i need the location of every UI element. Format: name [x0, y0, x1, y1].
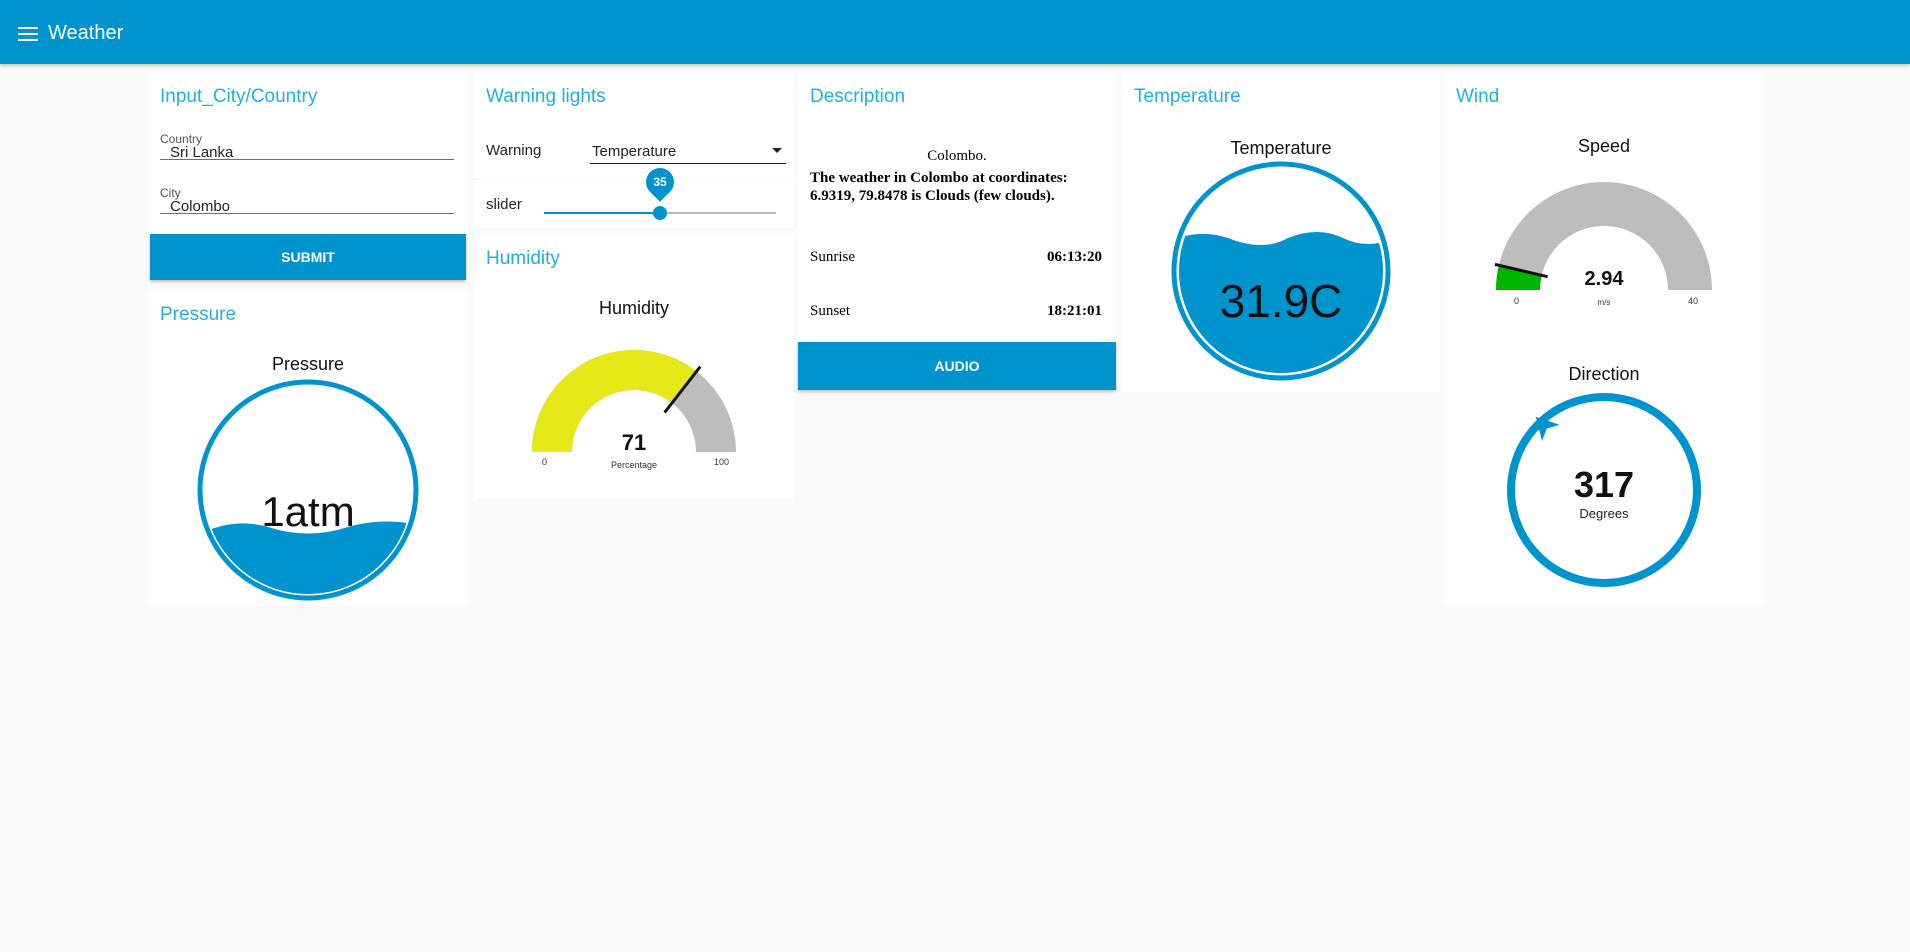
humidity-value: 71: [621, 430, 647, 455]
app-title: Weather: [48, 22, 124, 44]
country-field[interactable]: Country Sri Lanka: [160, 132, 454, 161]
direction-marker-icon: [1535, 416, 1560, 442]
speed-gauge-title: Speed: [1577, 136, 1631, 156]
sunrise-value: 06:13:20: [1047, 249, 1102, 265]
country-input[interactable]: Sri Lanka: [170, 144, 234, 161]
sunset-value: 18:21:01: [1047, 303, 1102, 319]
direction-units: Degrees: [1579, 506, 1629, 521]
temperature-card-title: Temperature: [1134, 86, 1241, 107]
description-card: Description Colombo. The weather in Colo…: [798, 72, 1116, 392]
city-input[interactable]: Colombo: [170, 198, 231, 215]
country-label: Country: [160, 132, 203, 146]
pressure-value: 1atm: [261, 488, 355, 535]
direction-value: 317: [1573, 464, 1635, 505]
pressure-card: Pressure Pressure 1atm: [148, 290, 468, 606]
warning-card-title: Warning lights: [486, 86, 606, 107]
humidity-card-title: Humidity: [486, 248, 560, 269]
sunset-label: Sunset: [810, 303, 851, 319]
wind-card: Wind Speed 2.94 m/s 0 40 Direction 317 D…: [1444, 72, 1764, 606]
humidity-card: Humidity Humidity 71 Percentage 0 100: [474, 234, 794, 498]
slider-value: 35: [653, 175, 667, 189]
speed-max: 40: [1688, 296, 1699, 306]
warning-label: Warning: [486, 142, 542, 159]
input-card: Input_City/Country Country Sri Lanka Cit…: [148, 72, 468, 284]
warning-lights-card: Warning lights Warning Temperature: [474, 72, 794, 178]
temperature-card: Temperature Temperature 31.9C: [1122, 72, 1440, 392]
chevron-down-icon: [772, 148, 782, 153]
direction-compass: [1507, 393, 1701, 587]
slider-label: slider: [486, 196, 522, 213]
speed-units: m/s: [1597, 298, 1611, 307]
city-label: City: [160, 186, 181, 200]
speed-gauge: [1494, 182, 1712, 290]
slider-card: slider 35: [474, 162, 794, 228]
description-city: Colombo.: [927, 148, 987, 164]
temperature-wave: [1179, 232, 1383, 373]
audio-button[interactable]: AUDIO: [798, 342, 1116, 390]
wind-card-title: Wind: [1456, 86, 1500, 107]
pressure-gauge-title: Pressure: [271, 354, 345, 374]
warning-select[interactable]: Temperature: [590, 141, 786, 164]
speed-min: 0: [1514, 296, 1520, 306]
humidity-gauge: [532, 350, 736, 452]
description-card-title: Description: [810, 86, 906, 107]
slider-thumb[interactable]: [653, 206, 667, 220]
sunrise-label: Sunrise: [810, 249, 855, 265]
temperature-gauge: [1171, 161, 1391, 381]
direction-gauge-title: Direction: [1568, 364, 1640, 384]
input-card-title: Input_City/Country: [160, 86, 318, 107]
temperature-gauge-title: Temperature: [1230, 138, 1332, 158]
top-bar: Weather: [0, 0, 1910, 64]
humidity-gauge-title: Humidity: [598, 298, 669, 318]
speed-gauge-bg: [1496, 182, 1712, 290]
speed-value: 2.94: [1584, 268, 1624, 290]
speed-needle: [1494, 262, 1548, 279]
humidity-units: Percentage: [610, 460, 658, 470]
submit-button[interactable]: SUBMIT: [150, 234, 466, 280]
city-field[interactable]: City Colombo: [160, 186, 454, 215]
pressure-card-title: Pressure: [160, 304, 237, 325]
speed-gauge-fill: [1496, 265, 1542, 290]
description-line-1: The weather in Colombo at coordinates:: [810, 170, 1068, 186]
menu-icon[interactable]: [18, 27, 38, 41]
slider-fill: [544, 212, 660, 214]
humidity-max: 100: [714, 457, 730, 467]
slider-track[interactable]: 35: [544, 162, 776, 220]
humidity-needle: [663, 365, 702, 414]
description-line-2: 6.9319, 79.8478 is Clouds (few clouds).: [810, 188, 1055, 204]
temperature-value: 31.9C: [1219, 275, 1343, 327]
slider-value-pin: 35: [640, 162, 680, 202]
pressure-gauge: [197, 379, 419, 601]
humidity-min: 0: [542, 457, 548, 467]
warning-select-value: Temperature: [592, 143, 677, 160]
humidity-gauge-fill: [532, 350, 697, 452]
